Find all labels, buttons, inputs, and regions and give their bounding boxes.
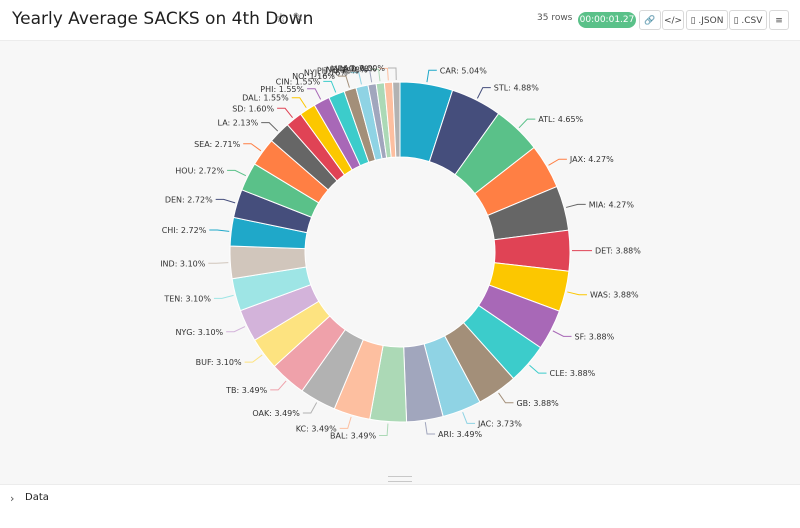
slice-label: TEN: 3.10% — [163, 294, 211, 303]
menu-button[interactable]: ≡ — [769, 10, 789, 30]
csv-label: .CSV — [741, 16, 762, 26]
label-leader-line — [209, 230, 229, 231]
label-leader-line — [323, 81, 335, 92]
star-icon[interactable]: ☆ — [274, 12, 288, 26]
slice-label: NYG: 3.10% — [175, 328, 223, 337]
label-leader-line — [303, 402, 317, 412]
donut-chart: CAR: 5.04% STL: 4.88% ATL: 4.65% JAX: 4.27%… — [0, 41, 800, 476]
label-leader-line — [519, 119, 535, 128]
embed-code-button[interactable]: </> — [662, 10, 684, 30]
slice-label: IND: 3.10% — [160, 259, 206, 268]
label-leader-line — [549, 159, 567, 165]
slice-label: CAR: 5.04% — [440, 66, 487, 75]
slice-label: LA: 2.13% — [218, 119, 259, 128]
edit-icon[interactable]: ✎ — [291, 12, 305, 26]
slice-label: KC: 3.49% — [296, 424, 337, 433]
label-leader-line — [477, 88, 490, 99]
label-leader-line — [567, 292, 587, 295]
label-leader-line — [292, 98, 307, 108]
label-leader-line — [499, 393, 514, 403]
export-json-button[interactable]: ▯ .JSON — [686, 10, 728, 30]
slice-label: WAS: 3.88% — [590, 291, 639, 300]
slice-label: SF: 3.88% — [575, 332, 615, 341]
code-icon: </> — [664, 16, 682, 26]
slice-label: TB: 3.49% — [225, 386, 267, 395]
slice-label: BAL: 3.49% — [330, 432, 376, 441]
label-leader-line — [226, 327, 245, 332]
label-leader-line — [340, 417, 351, 429]
label-leader-line — [243, 144, 261, 151]
label-leader-line — [245, 355, 263, 362]
slice-label: DET: 3.88% — [595, 247, 641, 256]
label-leader-line — [277, 108, 292, 117]
file-icon: ▯ — [734, 16, 739, 26]
label-leader-line — [227, 170, 246, 175]
chart-header: Yearly Average SACKS on 4th Down ☆ ✎ 35 … — [0, 0, 800, 41]
page-title: Yearly Average SACKS on 4th Down — [12, 9, 313, 29]
data-panel: › Data — [0, 484, 800, 528]
slice-label: MIA: 4.27% — [589, 200, 635, 209]
resize-handle[interactable] — [388, 476, 412, 482]
label-leader-line — [529, 365, 546, 373]
label-leader-line — [208, 263, 228, 264]
slice-label: LAC: 0.00% — [339, 64, 386, 73]
label-leader-line — [307, 89, 321, 100]
slice-label: DEN: 2.72% — [165, 195, 213, 204]
slice-label: STL: 4.88% — [494, 84, 539, 93]
label-leader-line — [379, 424, 388, 436]
label-leader-line — [270, 381, 286, 390]
label-leader-line — [388, 68, 396, 80]
slice-label: SD: 1.60% — [232, 104, 274, 113]
label-leader-line — [214, 295, 234, 298]
export-csv-button[interactable]: ▯ .CSV — [729, 10, 767, 30]
label-leader-line — [261, 123, 278, 131]
query-timer: 00:00:01.27 — [578, 12, 636, 28]
slice-label: DAL: 1.55% — [242, 94, 289, 103]
label-leader-line — [216, 199, 235, 202]
hamburger-icon: ≡ — [775, 16, 783, 26]
row-count: 35 rows — [537, 13, 572, 23]
slice-label: CHI: 2.72% — [162, 226, 207, 235]
label-leader-line — [463, 412, 475, 423]
slice-label: CLE: 3.88% — [550, 369, 596, 378]
slice-label: HOU: 2.72% — [175, 166, 224, 175]
slice-label: OAK: 3.49% — [252, 409, 300, 418]
label-leader-line — [566, 204, 586, 207]
slice-label: ARI: 3.49% — [438, 430, 482, 439]
label-leader-line — [425, 422, 435, 434]
slice-label: GB: 3.88% — [516, 399, 559, 408]
chevron-right-icon[interactable]: › — [10, 492, 14, 505]
link-button[interactable]: 🔗 — [639, 10, 661, 30]
label-leader-line — [427, 70, 437, 82]
file-icon: ▯ — [691, 16, 696, 26]
slice-label: JAX: 4.27% — [569, 155, 614, 164]
slice-label: BUF: 3.10% — [196, 358, 242, 367]
chart-area: CAR: 5.04% STL: 4.88% ATL: 4.65% JAX: 4.27%… — [0, 41, 800, 476]
json-label: .JSON — [698, 16, 723, 26]
label-leader-line — [553, 331, 572, 337]
slice-label: JAC: 3.73% — [477, 419, 522, 428]
link-icon: 🔗 — [644, 16, 655, 26]
label-leader-line — [338, 76, 350, 87]
slice-label: SEA: 2.71% — [194, 140, 241, 149]
data-toggle[interactable]: Data — [25, 492, 49, 503]
slice-label: ATL: 4.65% — [538, 115, 583, 124]
